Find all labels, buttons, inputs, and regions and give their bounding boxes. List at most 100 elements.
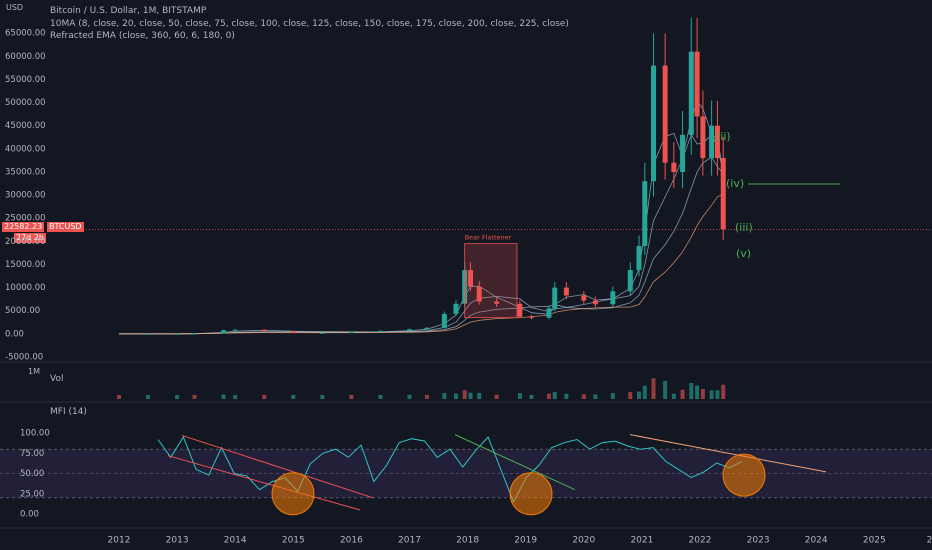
volume-bar xyxy=(517,393,522,399)
volume-bar xyxy=(291,394,296,399)
candle-body xyxy=(232,329,238,331)
mfi-axis-tick: 50.00 xyxy=(20,469,44,479)
volume-bar xyxy=(663,381,668,399)
mfi-trendline xyxy=(167,455,361,511)
volume-bar xyxy=(671,393,676,399)
volume-bar xyxy=(117,395,121,399)
candle-body xyxy=(290,331,296,333)
indicator-refracted-ema[interactable]: Refracted EMA (close, 360, 60, 6, 180, 0… xyxy=(50,31,235,41)
price-axis-tick: 10000.00 xyxy=(5,283,46,293)
price-axis-tick: 35000.00 xyxy=(5,167,46,177)
volume-bar xyxy=(610,393,615,399)
volume-bar xyxy=(680,389,685,399)
candle-body xyxy=(709,125,715,159)
candle-body xyxy=(720,158,726,230)
mfi-axis-tick: 100.00 xyxy=(20,429,50,439)
time-axis-tick: 2012 xyxy=(108,536,131,546)
time-axis-tick: 2018 xyxy=(456,536,479,546)
volume-bar xyxy=(628,391,633,399)
candle-body xyxy=(348,332,354,334)
price-axis-tick: 45000.00 xyxy=(5,121,46,131)
volume-bar xyxy=(651,378,656,399)
price-axis-tick: 65000.00 xyxy=(5,29,46,39)
last-price-badge: 22582.23 xyxy=(2,222,45,232)
volume-label: Vol xyxy=(50,374,64,384)
price-axis-tick: 15000.00 xyxy=(5,260,46,270)
wave-label-iii: (iii) xyxy=(735,221,753,234)
volume-bar xyxy=(700,389,705,399)
candle-body xyxy=(494,301,500,304)
volume-bar xyxy=(494,394,499,399)
indicator-10ma[interactable]: 10MA (8, close, 20, close, 50, close, 75… xyxy=(50,19,569,29)
time-axis-tick: 20 xyxy=(927,536,932,546)
time-axis-tick: 2020 xyxy=(572,536,595,546)
candle-body xyxy=(517,303,523,317)
candle-body xyxy=(546,308,552,318)
candle-body xyxy=(581,295,587,301)
candle-body xyxy=(145,333,151,335)
time-axis-tick: 2021 xyxy=(630,536,653,546)
volume-bar xyxy=(581,394,586,399)
mfi-trendline xyxy=(629,434,827,473)
volume-bar xyxy=(462,390,467,399)
bear-flattener-label: Bear Flattener xyxy=(465,234,512,242)
mfi-label[interactable]: MFI (14) xyxy=(50,407,87,417)
volume-bar xyxy=(477,392,482,399)
volume-bar xyxy=(262,394,267,399)
mfi-axis-tick: 25.00 xyxy=(20,489,44,499)
chart-title[interactable]: Bitcoin / U.S. Dollar, 1M, BITSTAMP xyxy=(50,6,207,16)
volume-bar xyxy=(233,394,238,399)
time-axis-tick: 2025 xyxy=(863,536,886,546)
candle-body xyxy=(407,329,412,331)
volume-bar xyxy=(407,394,412,399)
volume-bar xyxy=(221,394,226,399)
ma-line xyxy=(119,100,724,335)
time-axis-tick: 2013 xyxy=(166,536,189,546)
price-axis-tick: 50000.00 xyxy=(5,98,46,108)
candle-body xyxy=(662,65,668,163)
volume-bar xyxy=(715,390,720,399)
mfi-highlight-circle xyxy=(509,472,553,516)
price-axis-tick: 0.00 xyxy=(5,329,24,339)
volume-bar xyxy=(552,392,557,399)
price-axis-tick: 30000.00 xyxy=(5,191,46,201)
candle-body xyxy=(651,65,657,182)
mfi-highlight-circle xyxy=(722,453,766,497)
volume-bar xyxy=(468,392,473,399)
candle-body xyxy=(636,245,642,271)
time-axis-tick: 2017 xyxy=(398,536,421,546)
volume-bar xyxy=(175,394,180,399)
candle-body xyxy=(377,330,383,333)
price-axis-tick: 20000.00 xyxy=(5,237,46,247)
candle-body xyxy=(680,134,686,172)
wave-label-iv: (iv) xyxy=(726,177,744,190)
volume-bar xyxy=(442,393,447,399)
time-axis-tick: 2023 xyxy=(747,536,770,546)
volume-bar xyxy=(424,394,429,399)
mfi-trendline xyxy=(181,434,374,499)
candle-body xyxy=(694,51,700,117)
candle-body xyxy=(714,125,720,159)
candle-body xyxy=(441,313,447,328)
candle-body xyxy=(424,327,430,330)
volume-bar xyxy=(593,394,598,399)
candle-body xyxy=(610,291,616,305)
volume-bar xyxy=(378,394,383,399)
time-axis-tick: 2022 xyxy=(689,536,712,546)
mfi-highlight-circle xyxy=(271,472,315,516)
candle-body xyxy=(552,287,558,309)
volume-bar xyxy=(146,394,151,399)
candle-body xyxy=(221,330,227,334)
mfi-line xyxy=(157,435,743,504)
candle-body xyxy=(627,270,633,292)
candle-body xyxy=(174,333,180,335)
candle-body xyxy=(642,181,648,246)
volume-bar xyxy=(192,394,197,399)
ma-line xyxy=(119,156,724,335)
candle-body xyxy=(453,303,459,314)
price-axis-tick: 5000.00 xyxy=(5,306,40,316)
currency-label: USD xyxy=(6,3,24,12)
price-axis-tick: 55000.00 xyxy=(5,75,46,85)
candle-body xyxy=(592,300,598,305)
